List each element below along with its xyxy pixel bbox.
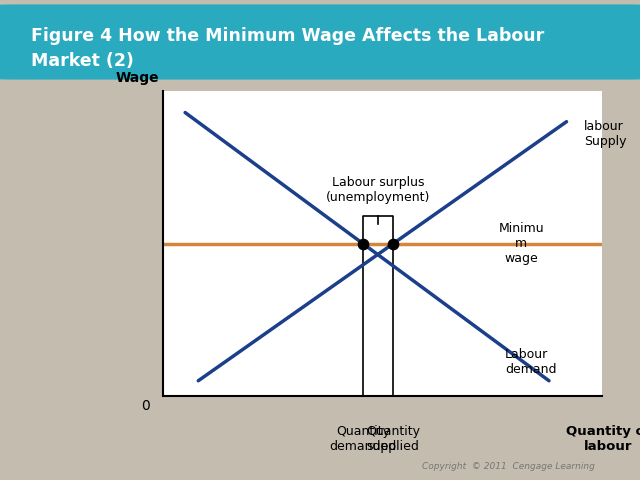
Text: Labour surplus
(unemployment): Labour surplus (unemployment) <box>326 176 430 204</box>
Text: 0: 0 <box>141 399 150 413</box>
Text: Wage: Wage <box>115 71 159 85</box>
Text: Market (2): Market (2) <box>31 52 134 71</box>
FancyBboxPatch shape <box>0 4 640 80</box>
Point <box>358 240 368 248</box>
Text: Labour
demand: Labour demand <box>505 348 557 376</box>
Text: labour
Supply: labour Supply <box>584 120 627 148</box>
Text: Quantity
demanded: Quantity demanded <box>330 425 397 453</box>
Text: Quantity
supplied: Quantity supplied <box>366 425 420 453</box>
Text: Copyright  © 2011  Cengage Learning: Copyright © 2011 Cengage Learning <box>422 462 595 471</box>
Text: Minimu
m
wage: Minimu m wage <box>499 222 544 265</box>
Text: Figure 4 How the Minimum Wage Affects the Labour: Figure 4 How the Minimum Wage Affects th… <box>31 27 545 45</box>
Point <box>388 240 398 248</box>
Text: Quantity of
labour: Quantity of labour <box>566 425 640 453</box>
